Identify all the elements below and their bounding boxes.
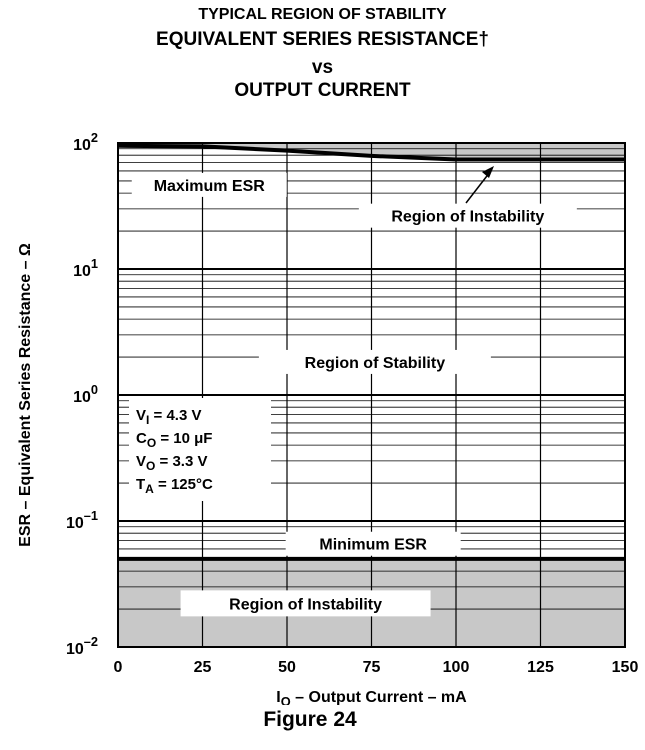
x-tick-label: 75 bbox=[363, 659, 381, 676]
x-tick-label: 150 bbox=[612, 659, 639, 676]
max-esr-label: Maximum ESR bbox=[154, 178, 266, 195]
x-tick-label: 100 bbox=[443, 659, 470, 676]
max-esr-label-box bbox=[131, 172, 287, 197]
upper-instability-label: Region of Instability bbox=[391, 209, 544, 226]
plot-frame bbox=[117, 142, 626, 648]
min-esr-label: Minimum ESR bbox=[319, 537, 427, 554]
y-tick-label: 102 bbox=[73, 130, 98, 154]
conditions-box bbox=[129, 398, 271, 501]
chart-title-line-4: OUTPUT CURRENT bbox=[234, 80, 411, 101]
chart-title-line-3: vs bbox=[311, 57, 334, 78]
lower-instability-label: Region of Instability bbox=[229, 596, 382, 613]
condition-line: VO = 3.3 V bbox=[136, 453, 207, 473]
y-tick-label: 10–2 bbox=[66, 634, 98, 658]
condition-line: CO = 10 μF bbox=[136, 430, 212, 450]
figure-caption: Figure 24 bbox=[263, 708, 357, 731]
condition-line: VI = 4.3 V bbox=[136, 407, 201, 427]
x-tick-label: 125 bbox=[527, 659, 554, 676]
x-tick-label: 25 bbox=[194, 659, 212, 676]
y-tick-label: 10–1 bbox=[66, 508, 98, 532]
instability-arrow-head bbox=[482, 166, 494, 178]
chart-title-line-2: EQUIVALENT SERIES RESISTANCE† bbox=[156, 29, 489, 50]
min-esr-label-box bbox=[285, 531, 461, 556]
x-tick-label: 50 bbox=[278, 659, 296, 676]
chart-title-line-1: TYPICAL REGION OF STABILITY bbox=[198, 6, 447, 23]
y-tick-label: 101 bbox=[73, 256, 98, 280]
esr-stability-chart: Maximum ESR Region of Instability Region o… bbox=[17, 130, 639, 705]
stability-label: Region of Stability bbox=[305, 355, 446, 372]
stability-label-box bbox=[258, 349, 491, 374]
y-tick-label: 100 bbox=[73, 382, 98, 406]
x-axis-title: IO – Output Current – mA bbox=[276, 689, 467, 705]
upper-instability-label-box bbox=[358, 203, 577, 228]
maximum-esr-line bbox=[117, 143, 625, 162]
x-tick-label: 0 bbox=[114, 659, 123, 676]
condition-line: TA = 125°C bbox=[136, 476, 213, 496]
instability-arrow-shaft bbox=[465, 171, 491, 204]
lower-instability-label-box bbox=[180, 590, 431, 617]
y-axis-title: ESR – Equivalent Series Resistance – Ω bbox=[17, 243, 34, 547]
